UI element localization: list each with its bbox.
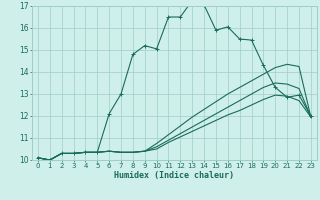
X-axis label: Humidex (Indice chaleur): Humidex (Indice chaleur) (115, 171, 234, 180)
